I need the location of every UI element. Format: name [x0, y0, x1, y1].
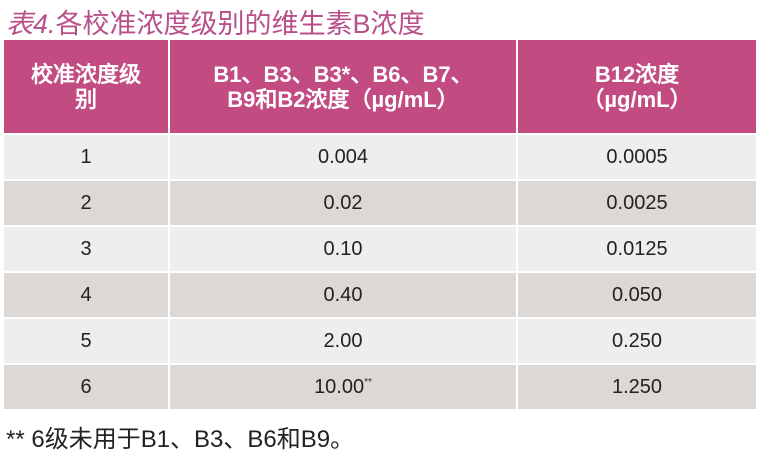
header-b-mix: B1、B3、B3*、B6、B7、B9和B2浓度（µg/mL）	[169, 40, 518, 134]
table-row: 3 0.10 0.0125	[4, 225, 756, 272]
cell-level: 4	[4, 271, 170, 318]
table-title-text: 各校准浓度级别的维生素B浓度	[55, 9, 425, 39]
b-mix-value: 0.02	[323, 191, 363, 214]
header-b12: B12浓度（µg/mL）	[517, 40, 756, 134]
b-mix-value: 0.40	[323, 283, 363, 306]
table-row: 4 0.40 0.050	[4, 271, 756, 318]
table-row: 6 10.00** 1.250	[4, 363, 756, 409]
cell-b12: 0.0025	[517, 179, 756, 226]
cell-b12: 0.0005	[517, 133, 756, 180]
table-row: 5 2.00 0.250	[4, 317, 756, 364]
cell-b-mix: 0.10	[169, 225, 518, 272]
table-number: 表4.	[6, 9, 56, 39]
cell-b12: 0.0125	[517, 225, 756, 272]
cell-b12: 0.250	[517, 317, 756, 364]
b-mix-value: 0.004	[317, 145, 369, 168]
cell-level: 1	[4, 133, 170, 180]
footnote-mark: **	[364, 376, 372, 388]
cell-b12: 1.250	[517, 363, 756, 409]
b-mix-value: 0.10	[323, 237, 363, 260]
header-row: 校准浓度级别 B1、B3、B3*、B6、B7、B9和B2浓度（µg/mL） B1…	[4, 40, 756, 134]
cell-b-mix: 2.00	[169, 317, 518, 364]
b-mix-value: 2.00	[323, 329, 363, 352]
table-row: 2 0.02 0.0025	[4, 179, 756, 226]
table-title: 表4.各校准浓度级别的维生素B浓度	[6, 2, 425, 41]
cell-level: 6	[4, 363, 170, 409]
cell-level: 3	[4, 225, 170, 272]
cell-b-mix: 0.02	[169, 179, 518, 226]
header-level: 校准浓度级别	[4, 40, 170, 134]
cell-b-mix: 10.00**	[169, 363, 518, 409]
concentration-table: 校准浓度级别 B1、B3、B3*、B6、B7、B9和B2浓度（µg/mL） B1…	[4, 40, 756, 409]
cell-b12: 0.050	[517, 271, 756, 318]
b-mix-value: 10.00	[314, 375, 365, 398]
cell-b-mix: 0.40	[169, 271, 518, 318]
cell-b-mix: 0.004	[169, 133, 518, 180]
table-row: 1 0.004 0.0005	[4, 133, 756, 180]
cell-level: 2	[4, 179, 170, 226]
cell-level: 5	[4, 317, 170, 364]
footnote: ** 6级未用于B1、B3、B6和B9。	[6, 426, 355, 453]
